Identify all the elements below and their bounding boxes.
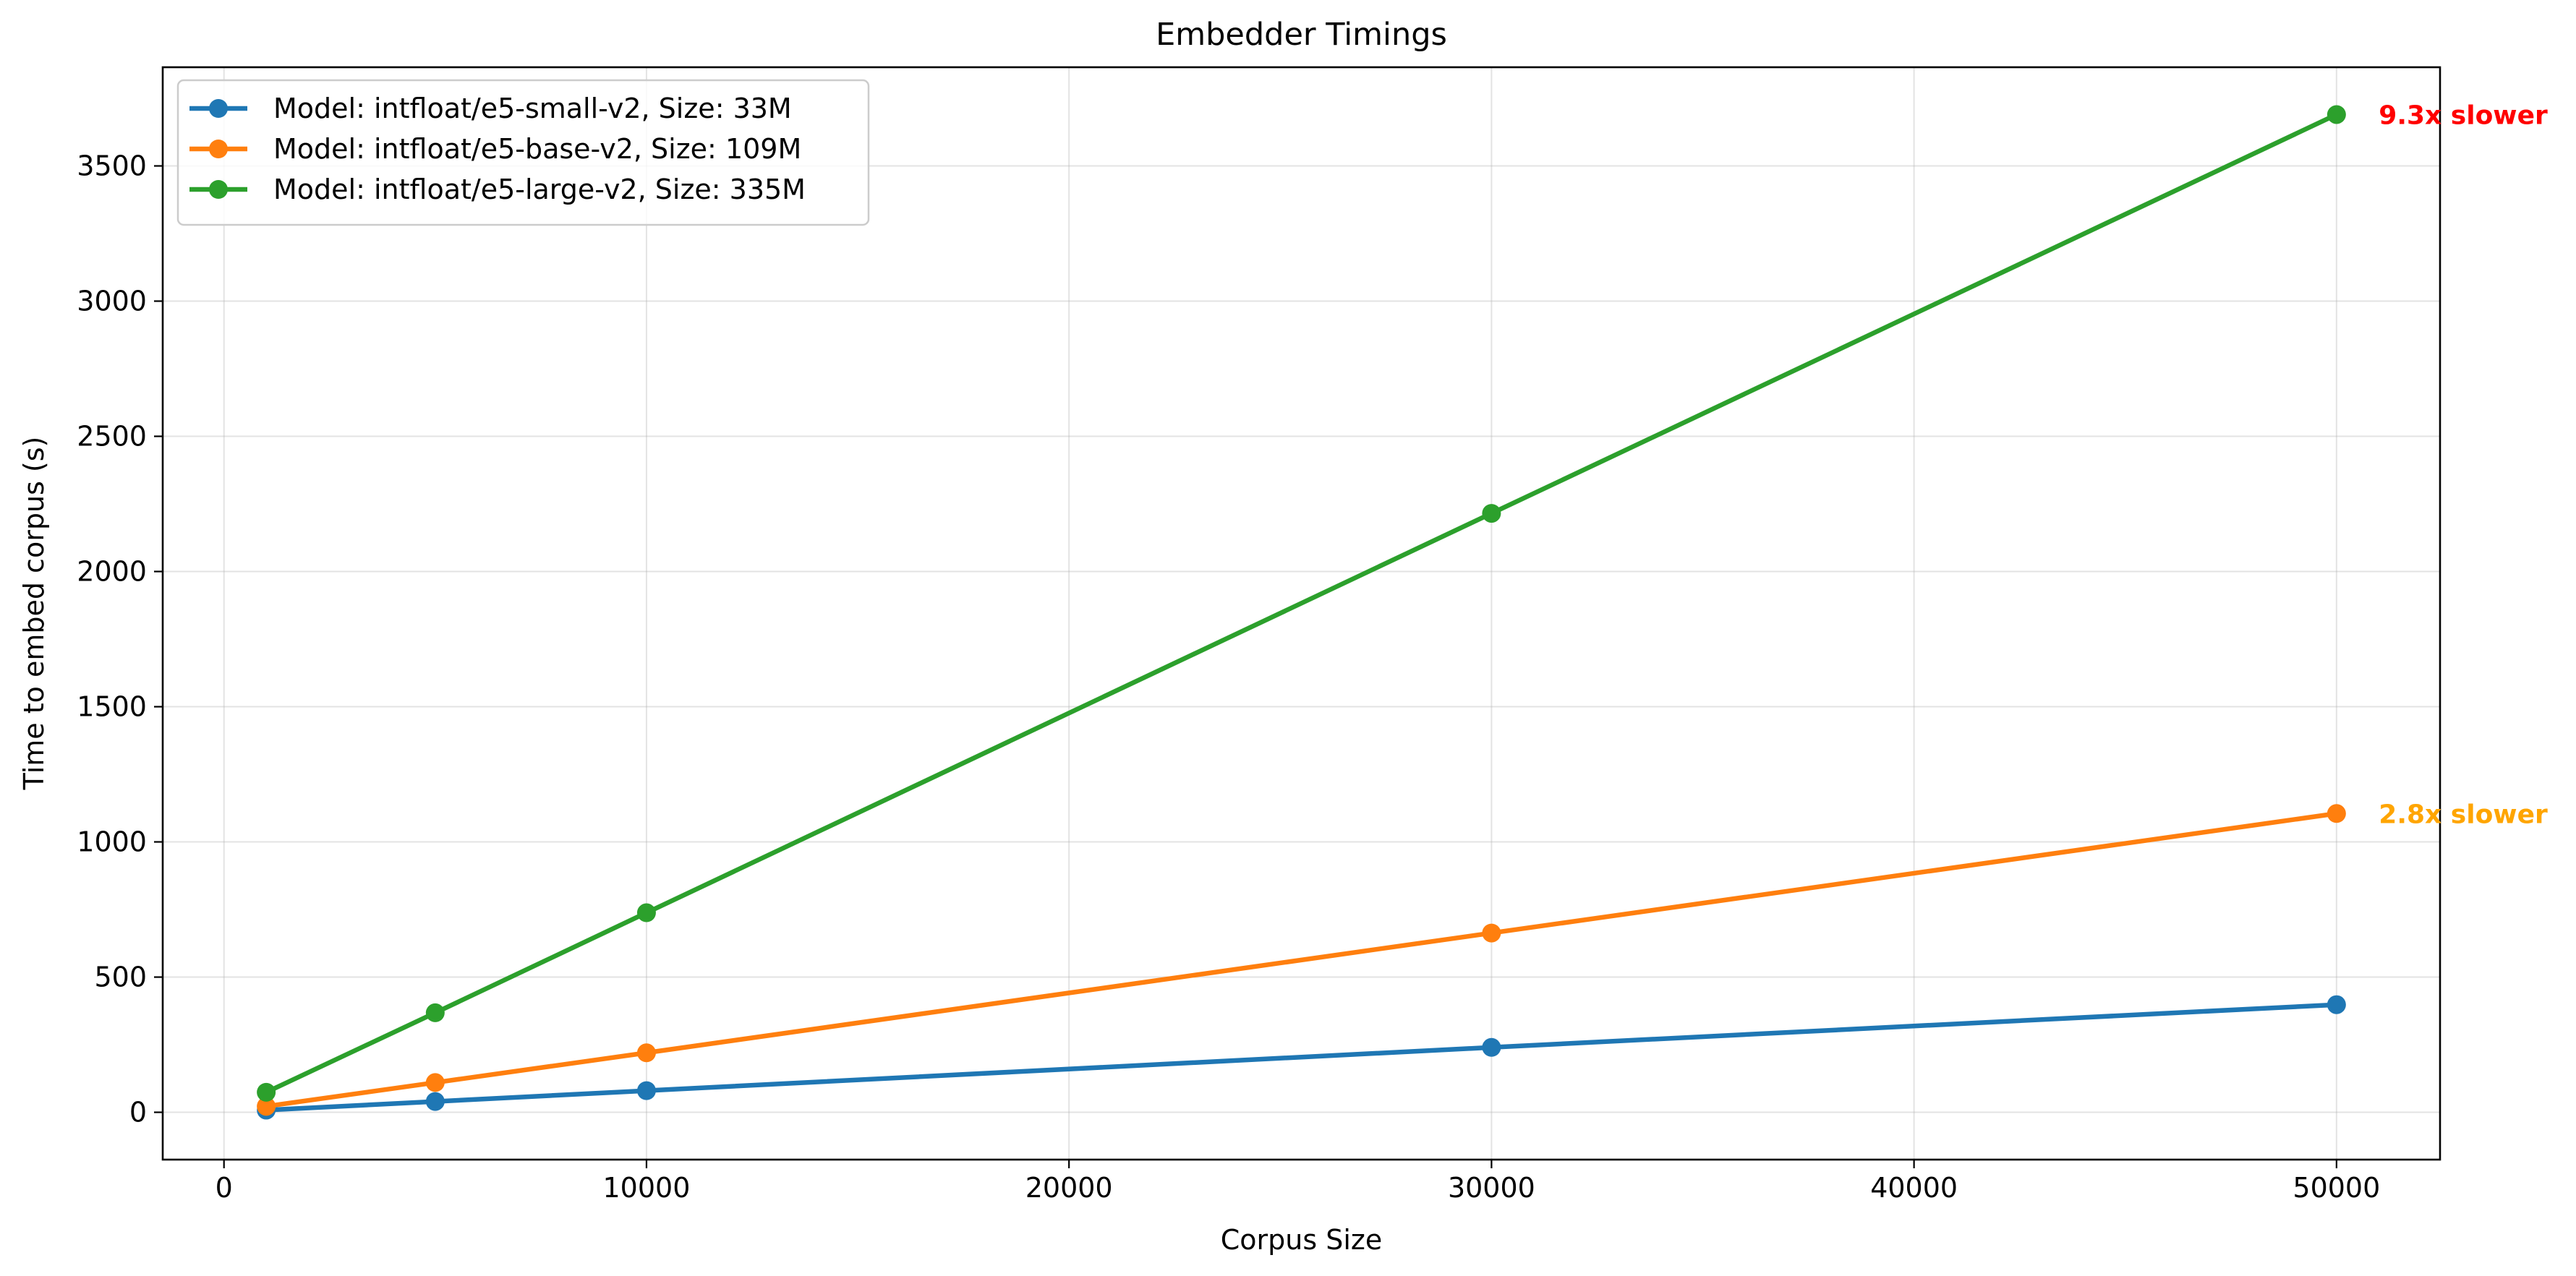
data-point — [2327, 105, 2346, 124]
y-tick-label: 3500 — [77, 150, 147, 182]
y-tick-label: 2500 — [77, 421, 147, 453]
data-point — [1482, 1038, 1501, 1057]
data-point — [637, 904, 656, 922]
y-axis-label: Time to embed corpus (s) — [18, 437, 50, 791]
legend-swatch-marker — [209, 99, 228, 118]
legend-item: Model: intfloat/e5-base-v2, Size: 109M — [189, 133, 801, 165]
x-tick-label: 0 — [216, 1172, 233, 1204]
legend-label: Model: intfloat/e5-base-v2, Size: 109M — [273, 133, 801, 165]
y-tick-label: 500 — [94, 962, 147, 993]
legend-item: Model: intfloat/e5-small-v2, Size: 33M — [189, 93, 792, 124]
data-point — [2327, 995, 2346, 1014]
x-axis-label: Corpus Size — [1221, 1224, 1383, 1256]
legend-swatch-marker — [209, 140, 228, 158]
x-tick-label: 50000 — [2293, 1172, 2380, 1204]
annotation-label: 9.3x slower — [2379, 100, 2548, 130]
data-point — [1482, 504, 1501, 523]
data-point — [426, 1092, 445, 1111]
y-tick-label: 1500 — [77, 691, 147, 723]
x-tick-label: 10000 — [602, 1172, 690, 1204]
data-point — [426, 1073, 445, 1092]
data-point — [637, 1043, 656, 1062]
legend-swatch-marker — [209, 180, 228, 199]
x-tick-label: 30000 — [1448, 1172, 1535, 1204]
legend-label: Model: intfloat/e5-large-v2, Size: 335M — [273, 174, 806, 205]
y-tick-label: 1000 — [77, 826, 147, 858]
annotation-label: 2.8x slower — [2379, 800, 2548, 829]
legend-label: Model: intfloat/e5-small-v2, Size: 33M — [273, 93, 792, 124]
x-tick-label: 40000 — [1870, 1172, 1958, 1204]
data-point — [1482, 924, 1501, 943]
data-point — [637, 1082, 656, 1100]
legend: Model: intfloat/e5-small-v2, Size: 33M Mo… — [178, 80, 869, 225]
data-point — [2327, 804, 2346, 823]
y-tick-label: 0 — [129, 1097, 147, 1129]
legend-item: Model: intfloat/e5-large-v2, Size: 335M — [189, 174, 806, 205]
x-tick-label: 20000 — [1025, 1172, 1113, 1204]
y-tick-label: 2000 — [77, 556, 147, 588]
data-point — [257, 1083, 276, 1102]
chart-title: Embedder Timings — [1156, 17, 1447, 53]
y-tick-label: 3000 — [77, 286, 147, 317]
data-point — [426, 1003, 445, 1022]
